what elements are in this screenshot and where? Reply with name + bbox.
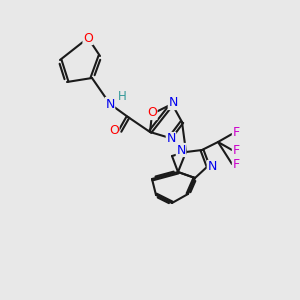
- Text: F: F: [232, 127, 240, 140]
- Text: F: F: [232, 158, 240, 172]
- Text: N: N: [168, 97, 178, 110]
- Text: O: O: [83, 32, 93, 44]
- Text: N: N: [105, 98, 115, 110]
- Text: N: N: [207, 160, 217, 173]
- Text: N: N: [176, 143, 186, 157]
- Text: F: F: [232, 143, 240, 157]
- Text: H: H: [118, 89, 126, 103]
- Text: N: N: [166, 133, 176, 146]
- Text: O: O: [109, 124, 119, 137]
- Text: O: O: [147, 106, 157, 119]
